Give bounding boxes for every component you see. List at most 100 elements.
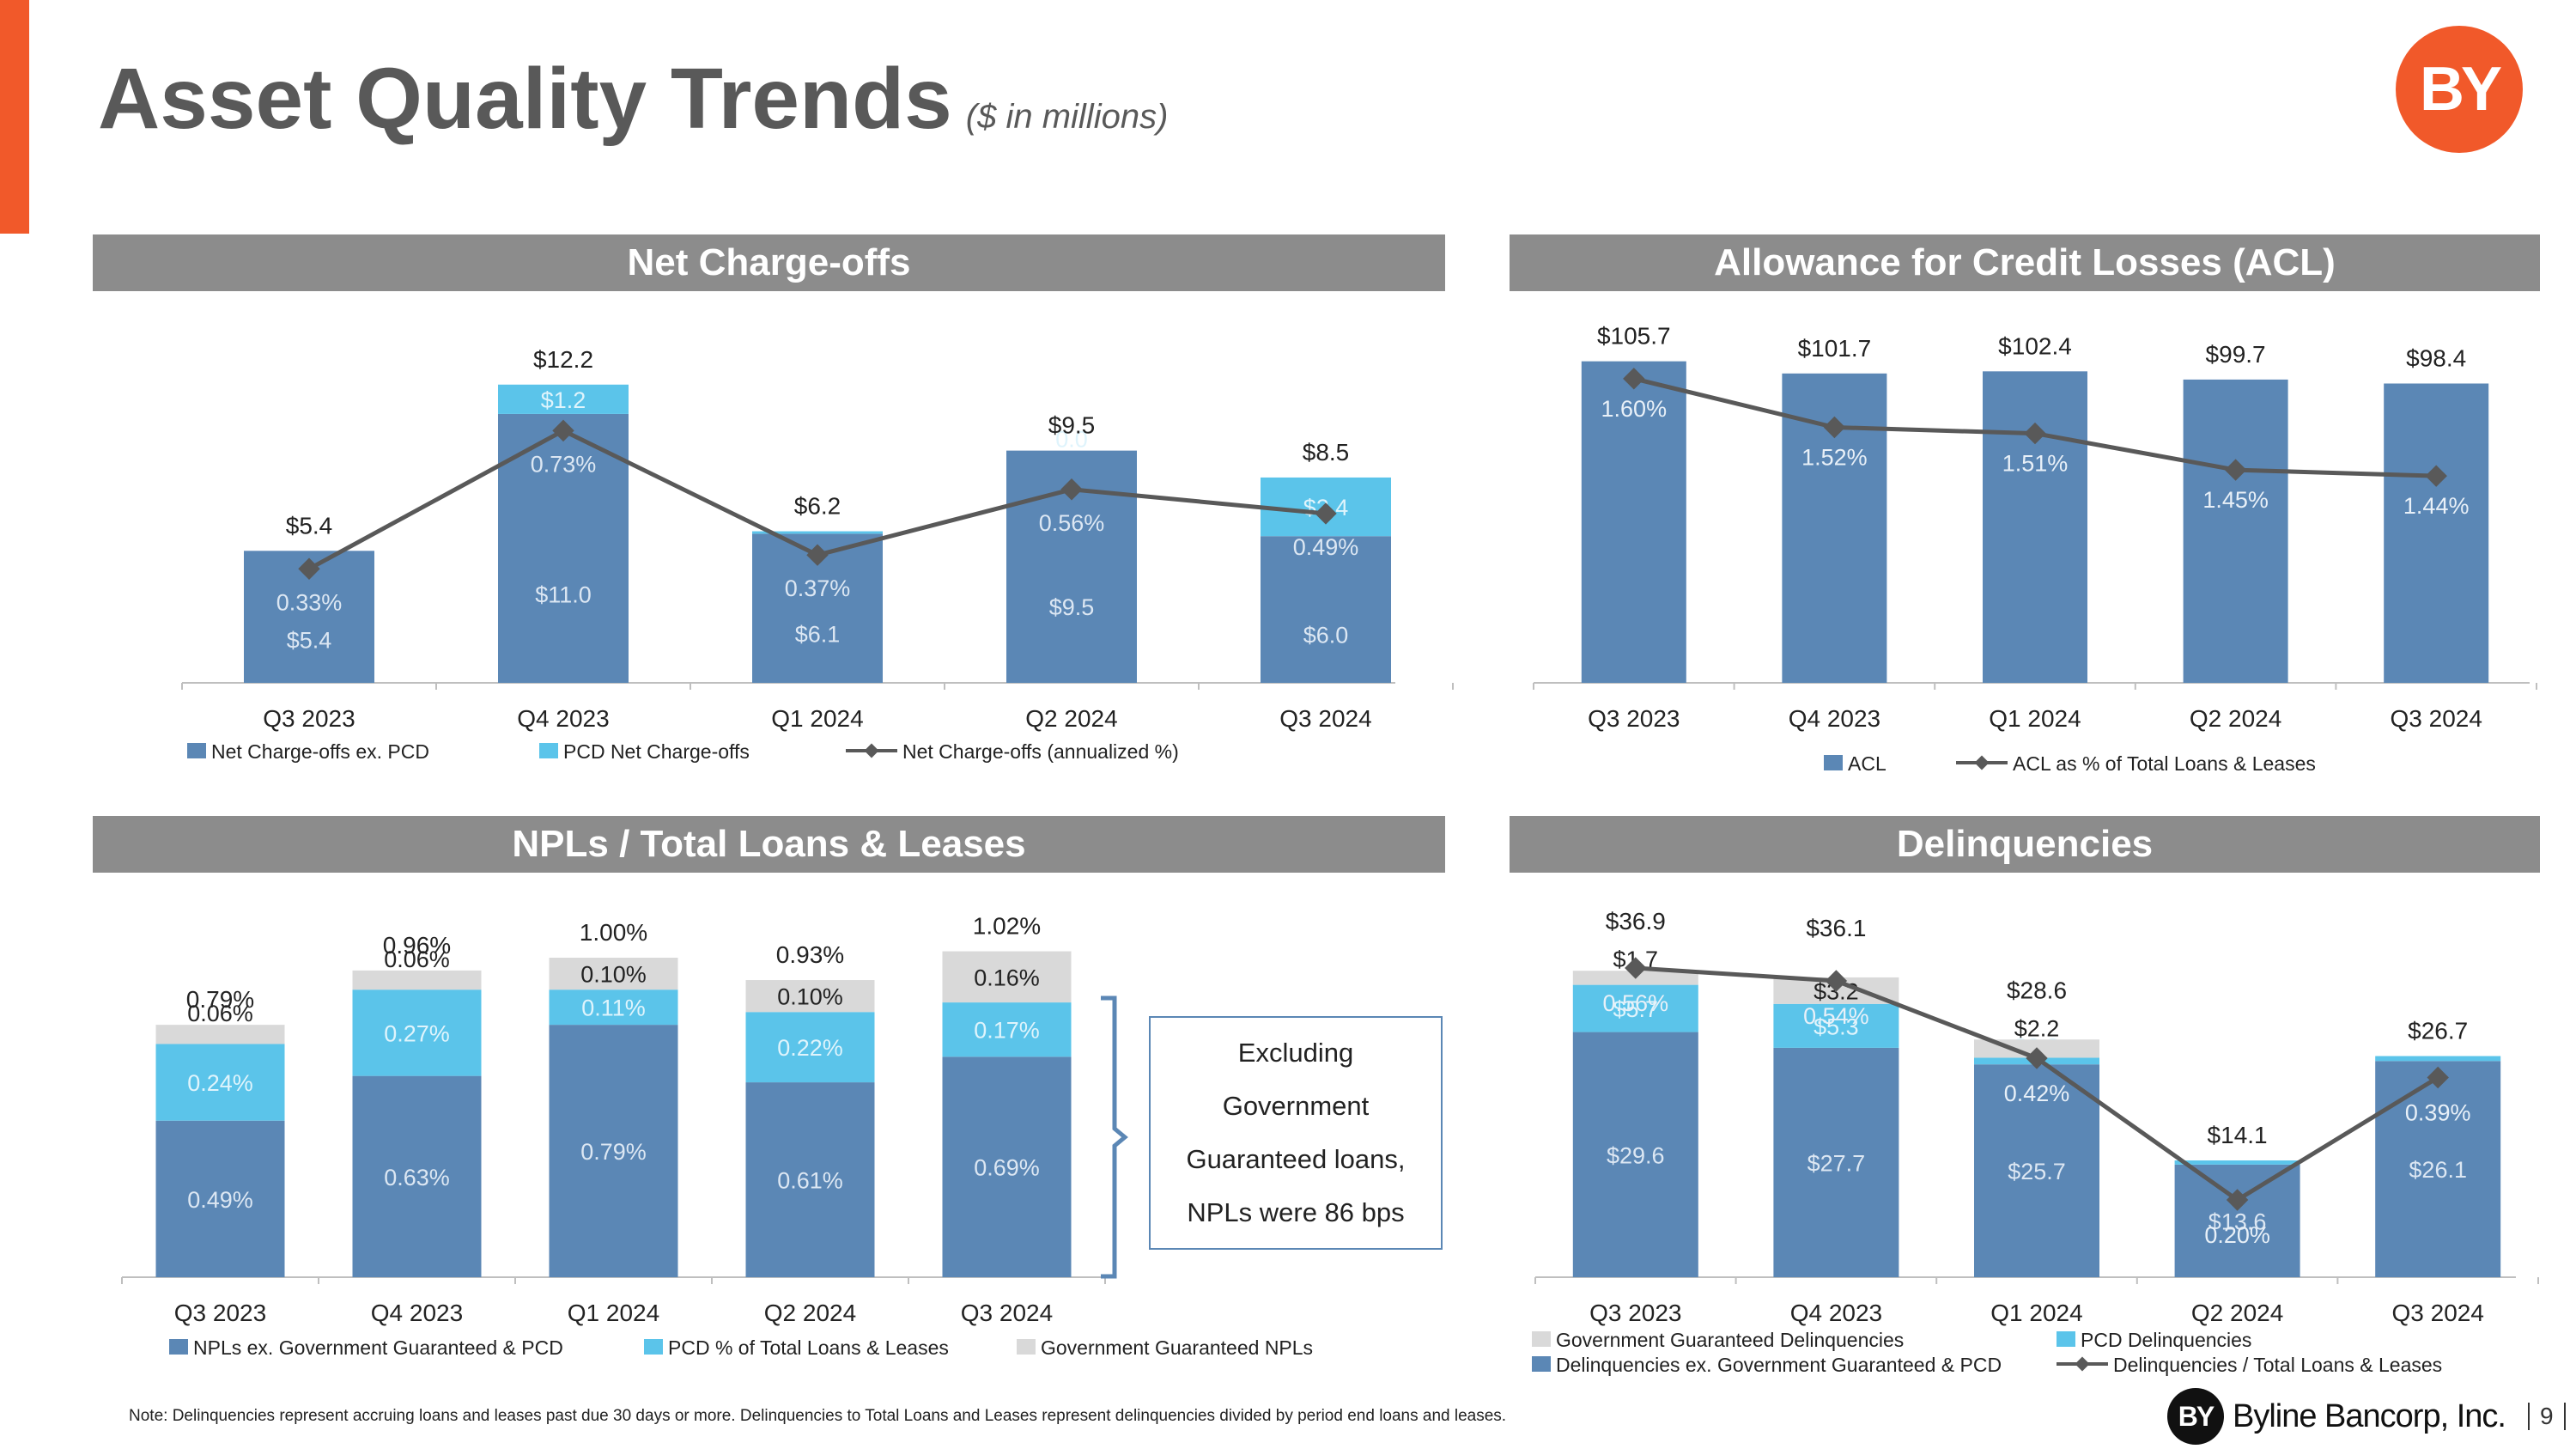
trend-value-label: 0.54% xyxy=(1803,1003,1869,1029)
trend-marker xyxy=(298,557,320,581)
bar-segment xyxy=(1773,1047,1899,1277)
category-label: Q4 2023 xyxy=(371,1300,463,1326)
bar-segment xyxy=(752,531,883,534)
page-subtitle: ($ in millions) xyxy=(965,98,1169,136)
bar-value-label: $2.2 xyxy=(2014,1015,2060,1041)
legend-marker xyxy=(864,743,879,758)
category-label: Q3 2023 xyxy=(1588,705,1680,732)
bar-value-label: $5.3 xyxy=(1814,1014,1859,1039)
trend-value-label: 1.45% xyxy=(2202,487,2269,513)
trend-value-label: 0.33% xyxy=(276,589,343,615)
trend-value-label: 1.51% xyxy=(2002,451,2069,477)
bar-segment xyxy=(745,1012,875,1083)
bar-value-label: $6.1 xyxy=(795,622,841,648)
total-label: $8.5 xyxy=(1303,439,1350,466)
trend-value-label: 0.42% xyxy=(2004,1081,2070,1106)
bar-value-label: 0.16% xyxy=(974,965,1040,990)
bar-segment xyxy=(549,958,678,990)
callout-line-1: Excluding xyxy=(1237,1038,1354,1068)
legend-swatch xyxy=(1532,1356,1551,1372)
bar-value-label: $27.7 xyxy=(1807,1150,1866,1176)
bar-value-label: $6.0 xyxy=(1303,623,1349,648)
bar-segment xyxy=(352,989,482,1076)
footer-brand-name: Byline Bancorp, Inc. xyxy=(2233,1397,2506,1434)
callout-bracket xyxy=(1101,995,1128,1279)
category-label: Q3 2023 xyxy=(174,1300,266,1326)
legend-label: ACL as % of Total Loans & Leases xyxy=(2013,752,2316,775)
bar-value-label: 0.11% xyxy=(581,995,646,1021)
category-label: Q4 2023 xyxy=(1790,1300,1882,1326)
byline-logo: BY xyxy=(2396,26,2523,153)
legend-swatch xyxy=(1017,1339,1036,1355)
trend-value-label: 0.56% xyxy=(1039,510,1105,536)
bar-segment xyxy=(1983,371,2087,683)
legend-swatch xyxy=(169,1339,188,1355)
total-label: 1.00% xyxy=(580,919,647,946)
category-label: Q3 2024 xyxy=(961,1300,1053,1326)
bar-segment xyxy=(745,1082,875,1277)
bar-value-label: $5.7 xyxy=(1613,996,1659,1022)
section-header-npls: NPLs / Total Loans & Leases xyxy=(93,816,1445,873)
section-header-delinquencies: Delinquencies xyxy=(1510,816,2540,873)
callout-line-4: NPLs were 86 bps xyxy=(1187,1197,1405,1227)
legend-label: NPLs ex. Government Guaranteed & PCD xyxy=(193,1336,563,1359)
total-label: 0.93% xyxy=(776,941,844,968)
bar-value-label: $9.5 xyxy=(1049,594,1095,620)
chart-delinquencies: Q3 2023 Q4 2023 Q1 2024 Q2 2024 Q3 2024 $29.6… xyxy=(1532,908,2539,1376)
trend-value-label: 0.20% xyxy=(2204,1222,2270,1248)
category-label: Q2 2024 xyxy=(2191,1300,2283,1326)
bar-value-label: $13.6 xyxy=(2208,1209,2267,1234)
chart-net-charge-offs: Q3 2023 Q4 2023 Q1 2024 Q2 2024 Q3 2024 $5.4 $… xyxy=(181,346,1454,763)
category-label: Q1 2024 xyxy=(568,1300,659,1326)
category-label: Q1 2024 xyxy=(1990,1300,2082,1326)
category-label: Q3 2024 xyxy=(2390,705,2482,732)
bar-segment xyxy=(942,1002,1072,1057)
bar-value-label: 0.10% xyxy=(777,984,843,1010)
total-label: $102.4 xyxy=(1998,332,2072,359)
total-label: $105.7 xyxy=(1597,323,1671,350)
bar-segment xyxy=(2174,1160,2300,1165)
bar-segment xyxy=(549,989,678,1026)
trend-value-label: 0.56% xyxy=(1603,990,1669,1016)
bar-value-label: $26.1 xyxy=(2409,1157,2467,1183)
legend-swatch xyxy=(2057,1331,2075,1347)
total-label: $26.7 xyxy=(2408,1018,2468,1044)
category-label: Q4 2023 xyxy=(517,705,609,732)
trend-value-label: 1.44% xyxy=(2403,493,2470,519)
legend-swatch xyxy=(1824,755,1843,770)
legend-label: Government Guaranteed Delinquencies xyxy=(1556,1329,1904,1351)
total-label: $6.2 xyxy=(794,493,841,520)
bar-segment xyxy=(2375,1056,2501,1062)
legend-swatch xyxy=(539,743,558,758)
trend-value-label: 0.49% xyxy=(1293,534,1359,560)
bar-segment xyxy=(155,1025,285,1044)
bar-segment xyxy=(2174,1164,2300,1277)
legend-marker xyxy=(1974,755,1990,770)
callout-line-2: Government xyxy=(1222,1091,1370,1121)
bar-segment xyxy=(2384,383,2489,683)
bar-segment xyxy=(942,951,1072,1003)
trend-marker xyxy=(806,544,829,566)
bar-segment xyxy=(1581,361,1686,683)
bar-value-label: 0.10% xyxy=(580,962,647,988)
bar-value-label: 0.22% xyxy=(777,1035,843,1061)
legend-label: Delinquencies / Total Loans & Leases xyxy=(2113,1354,2442,1376)
callout-line-3: Guaranteed loans, xyxy=(1186,1144,1406,1174)
footer-brand: BY Byline Bancorp, Inc. 9 xyxy=(2167,1386,2566,1446)
legend-label: Delinquencies ex. Government Guaranteed … xyxy=(1556,1354,2002,1376)
legend-label: PCD % of Total Loans & Leases xyxy=(668,1336,949,1359)
category-label: Q2 2024 xyxy=(764,1300,856,1326)
bar-segment xyxy=(1572,984,1698,1032)
bar-value-label: 0.63% xyxy=(384,1165,450,1190)
bar-segment xyxy=(549,1025,678,1277)
legend-label: ACL xyxy=(1848,752,1886,775)
bar-segment xyxy=(498,384,629,414)
category-label: Q2 2024 xyxy=(1025,705,1117,732)
bar-segment xyxy=(155,1120,285,1277)
total-label: $28.6 xyxy=(2007,977,2067,1003)
bar-value-label: 0.61% xyxy=(777,1168,843,1194)
bar-value-label: $5.4 xyxy=(287,627,332,653)
page-title-text: Asset Quality Trends xyxy=(98,51,952,147)
bar-segment xyxy=(1773,1003,1899,1048)
trend-value-label: 1.60% xyxy=(1601,396,1668,422)
